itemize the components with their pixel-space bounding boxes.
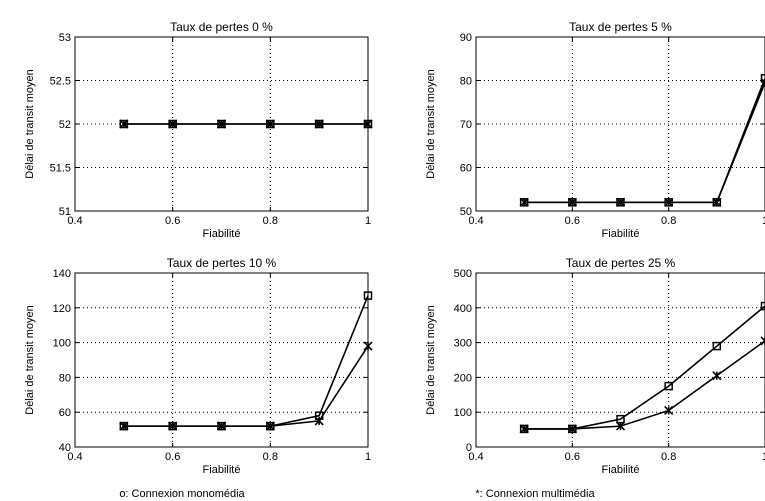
x-tick-label: 0.8 [661, 451, 676, 463]
y-tick-label: 52 [59, 119, 71, 131]
data-point-star [615, 421, 626, 431]
panel-title: Taux de pertes 25 % [566, 256, 676, 270]
series-line-multimedia [524, 82, 765, 204]
data-point-star [712, 197, 722, 207]
y-tick-label: 51 [59, 206, 71, 218]
data-point-o [664, 381, 673, 391]
panel-1: 0.4 0.6 0.8 1 51 51.5 52 52.5 53 Taux de pertes 0… [24, 20, 373, 240]
panel-2: 0.4 0.6 0.8 1 50 60 70 80 90 Taux de pertes 5 % Fi… [425, 20, 765, 240]
x-tick-label: 0.6 [565, 451, 580, 463]
series-line-multimedia [524, 340, 765, 430]
data-point-star [168, 421, 178, 431]
axes-box [475, 272, 765, 448]
y-tick-label: 300 [454, 338, 472, 350]
y-tick-label: 500 [454, 268, 472, 280]
series-line-multimedia [123, 345, 369, 427]
series-line-monomedia [524, 78, 765, 204]
data-point-o [760, 301, 765, 311]
axes-box [74, 272, 369, 448]
y-tick-label: 53 [59, 32, 71, 44]
data-point-star [119, 119, 129, 129]
panel-title: Taux de pertes 10 % [167, 256, 277, 270]
data-point-star [519, 424, 529, 434]
y-tick-label: 60 [59, 407, 71, 419]
data-point-star [265, 119, 275, 129]
data-point-star [216, 421, 227, 431]
x-axis-label: Fiabilité [602, 464, 640, 476]
x-tick-label: 1 [762, 215, 765, 227]
y-tick-label: 0 [466, 442, 472, 454]
y-tick-label: 51.5 [50, 163, 71, 175]
y-tick-label: 90 [460, 32, 472, 44]
y-tick-label: 100 [454, 407, 472, 419]
y-tick-label: 100 [53, 338, 71, 350]
data-point-star [567, 197, 577, 207]
y-axis-label: Délai de transit moyen [24, 305, 36, 414]
x-tick-label: 1 [365, 451, 371, 463]
y-axis-label: Délai de transit moyen [425, 305, 437, 414]
data-point-star [363, 119, 373, 129]
data-point-star [664, 405, 674, 416]
data-point-star [760, 78, 765, 88]
data-point-star [314, 416, 324, 426]
x-tick-label: 0.8 [661, 215, 676, 227]
y-tick-label: 52.5 [50, 76, 71, 88]
x-tick-label: 0.6 [165, 451, 180, 463]
data-point-o [712, 341, 722, 351]
panel-title: Taux de pertes 5 % [569, 20, 672, 34]
data-point-star [760, 336, 765, 346]
y-tick-label: 70 [460, 119, 472, 131]
y-tick-label: 400 [454, 303, 472, 315]
x-tick-label: 1 [365, 215, 371, 227]
x-tick-label: 0.8 [263, 451, 278, 463]
y-tick-label: 120 [53, 303, 71, 315]
x-tick-label: 1 [762, 451, 765, 463]
x-tick-label: 0.6 [565, 215, 580, 227]
data-point-star [615, 197, 626, 207]
x-axis-label: Fiabilité [602, 228, 640, 240]
x-tick-label: 0.4 [67, 215, 82, 227]
panel-title: Taux de pertes 0 % [170, 20, 273, 34]
y-tick-label: 60 [460, 163, 472, 175]
y-axis-label: Délai de transit moyen [24, 69, 36, 178]
data-point-star [664, 197, 674, 207]
caption-multi: *: Connexion multimédia [475, 488, 595, 500]
data-point-star [119, 421, 129, 431]
y-tick-label: 80 [59, 372, 71, 384]
y-tick-label: 50 [460, 206, 472, 218]
x-axis-label: Fiabilité [203, 228, 241, 240]
data-point-star [567, 424, 577, 434]
data-point-o [363, 291, 373, 300]
y-tick-label: 80 [460, 76, 472, 88]
data-point-star [265, 421, 275, 431]
x-axis-label: Fiabilité [203, 464, 241, 476]
y-axis-label: Délai de transit moyen [425, 69, 437, 178]
data-point-star [363, 341, 373, 351]
x-tick-label: 0.4 [468, 215, 483, 227]
caption-mono: o: Connexion monomédia [119, 488, 245, 500]
y-tick-label: 200 [454, 372, 472, 384]
x-tick-label: 0.8 [263, 215, 278, 227]
data-point-star [216, 119, 227, 129]
series-line-monomedia [123, 295, 369, 427]
data-point-star [314, 119, 324, 129]
panel-4: 0.4 0.6 0.8 1 0 100 200 300 400 500 Taux de pertes… [425, 256, 765, 476]
y-tick-label: 40 [59, 442, 71, 454]
data-point-star [712, 371, 722, 381]
y-tick-label: 140 [53, 268, 71, 280]
x-tick-label: 0.4 [67, 451, 82, 463]
x-tick-label: 0.4 [468, 451, 483, 463]
data-point-star [519, 197, 529, 207]
x-tick-label: 0.6 [165, 215, 180, 227]
data-point-star [168, 119, 178, 129]
